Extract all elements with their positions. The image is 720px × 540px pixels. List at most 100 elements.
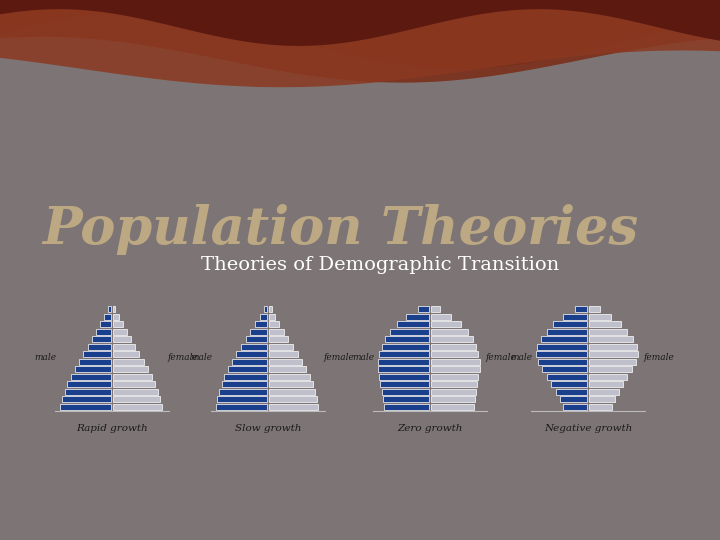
Bar	[269, 336, 289, 342]
Bar	[383, 396, 429, 402]
Bar	[431, 351, 479, 357]
Bar	[431, 314, 451, 320]
Bar	[104, 314, 111, 320]
Bar	[589, 381, 623, 387]
Bar	[113, 359, 143, 365]
Bar	[378, 366, 429, 373]
Bar	[589, 374, 628, 380]
Bar	[589, 306, 600, 313]
Text: male: male	[190, 353, 212, 362]
Bar	[68, 381, 111, 387]
Bar	[589, 343, 637, 350]
Bar	[552, 381, 587, 387]
Bar	[217, 396, 267, 402]
Text: Population Theories: Population Theories	[42, 204, 638, 255]
Bar	[537, 343, 587, 350]
Bar	[260, 314, 267, 320]
Bar	[431, 321, 461, 327]
Bar	[264, 306, 267, 313]
Bar	[269, 366, 306, 373]
Bar	[382, 389, 429, 395]
Bar	[589, 359, 636, 365]
Bar	[60, 403, 111, 410]
Bar	[589, 389, 618, 395]
Polygon shape	[0, 0, 720, 69]
Text: Negative growth: Negative growth	[544, 424, 632, 433]
Bar	[113, 328, 127, 335]
Bar	[228, 366, 267, 373]
Bar	[431, 396, 475, 402]
Bar	[62, 396, 111, 402]
Text: female: female	[486, 353, 517, 362]
Bar	[589, 351, 638, 357]
Text: female: female	[644, 353, 675, 362]
Bar	[557, 389, 587, 395]
Bar	[431, 381, 477, 387]
Bar	[113, 403, 162, 410]
Bar	[431, 336, 472, 342]
Bar	[269, 389, 315, 395]
Bar	[113, 321, 122, 327]
Text: Rapid growth: Rapid growth	[76, 424, 148, 433]
Bar	[589, 396, 615, 402]
Bar	[108, 306, 111, 313]
Bar	[589, 366, 632, 373]
Bar	[269, 328, 284, 335]
Bar	[379, 374, 429, 380]
Bar	[269, 403, 318, 410]
Bar	[225, 374, 267, 380]
Bar	[113, 374, 151, 380]
Bar	[431, 306, 441, 313]
Bar	[589, 314, 611, 320]
Bar	[113, 389, 158, 395]
Bar	[113, 306, 115, 313]
Bar	[560, 396, 587, 402]
Bar	[92, 336, 111, 342]
Bar	[418, 306, 429, 313]
Text: male: male	[34, 353, 56, 362]
Bar	[78, 359, 111, 365]
Bar	[113, 343, 135, 350]
Text: female: female	[324, 353, 355, 362]
Bar	[431, 403, 474, 410]
Bar	[269, 359, 302, 365]
Bar	[382, 343, 429, 350]
Bar	[536, 351, 587, 357]
Bar	[113, 314, 119, 320]
Bar	[269, 381, 312, 387]
Bar	[589, 403, 612, 410]
Bar	[431, 389, 476, 395]
Bar	[431, 343, 476, 350]
Bar	[407, 314, 429, 320]
Bar	[546, 328, 587, 335]
Bar	[385, 336, 429, 342]
Text: Zero growth: Zero growth	[397, 424, 463, 433]
Bar	[71, 374, 111, 380]
Bar	[236, 351, 267, 357]
Bar	[431, 366, 480, 373]
Bar	[378, 359, 429, 365]
Bar	[100, 321, 111, 327]
Bar	[65, 389, 111, 395]
Text: male: male	[352, 353, 374, 362]
Bar	[113, 366, 148, 373]
Bar	[390, 328, 429, 335]
Bar	[251, 328, 267, 335]
Polygon shape	[0, 0, 720, 46]
Bar	[269, 396, 318, 402]
Bar	[96, 328, 111, 335]
Bar	[75, 366, 111, 373]
Bar	[384, 403, 429, 410]
Bar	[113, 336, 130, 342]
Text: Slow growth: Slow growth	[235, 424, 301, 433]
Bar	[269, 351, 298, 357]
Bar	[380, 381, 429, 387]
Bar	[246, 336, 267, 342]
Bar	[232, 359, 267, 365]
Bar	[589, 321, 621, 327]
Bar	[255, 321, 267, 327]
Polygon shape	[0, 0, 720, 87]
Bar	[88, 343, 111, 350]
Bar	[379, 351, 429, 357]
Bar	[216, 403, 267, 410]
